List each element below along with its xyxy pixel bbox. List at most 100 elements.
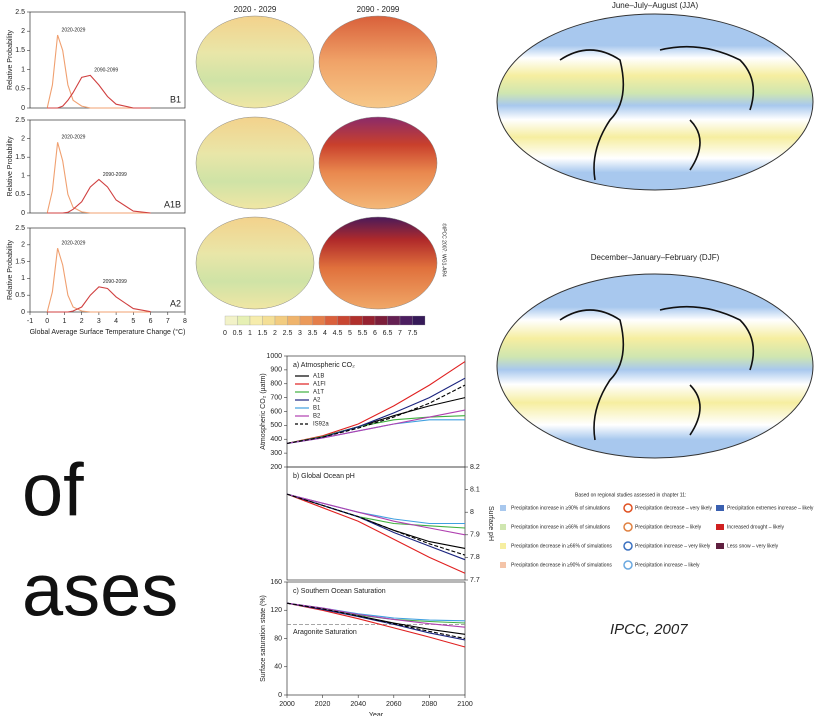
y-tick-label: 80	[274, 635, 282, 642]
y-axis-label: Relative Probability	[7, 30, 14, 90]
map	[496, 273, 814, 459]
y-tick-label: 400	[270, 436, 282, 443]
y-tick-label: 8	[470, 509, 474, 516]
colorbar-cell	[374, 315, 388, 326]
series-line	[286, 602, 466, 641]
colorbar-cell	[324, 315, 338, 326]
colorbar-cell	[312, 315, 326, 326]
colorbar-tick-label: 5	[348, 330, 352, 337]
y-tick-label: 0	[278, 692, 282, 699]
legend-swatch	[500, 562, 506, 568]
legend-swatch	[500, 524, 506, 530]
colorbar-tick-label: 2.5	[283, 330, 293, 337]
colorbar-cell	[387, 315, 401, 326]
column-title: 2090 - 2099	[357, 5, 400, 14]
map	[496, 13, 814, 191]
x-axis-label: Year	[369, 712, 384, 716]
colorbar-cell	[399, 315, 413, 326]
y-axis-label: Atmospheric CO₂ (µatm)	[260, 373, 267, 449]
y-axis-label: Surface pH	[487, 506, 494, 541]
series-label: 2090-2099	[103, 279, 127, 285]
y-tick-label: 1	[21, 66, 25, 73]
legend-icon	[623, 541, 633, 551]
x-tick-label: 2100	[457, 701, 473, 708]
y-tick-label: 900	[270, 367, 282, 374]
slide-text: of ases	[22, 449, 178, 632]
x-tick-label: 8	[183, 318, 187, 325]
panel-title: A1B	[164, 199, 181, 209]
y-tick-label: 0	[21, 105, 25, 112]
y-tick-label: 2.5	[15, 9, 25, 16]
legend-label: A2	[313, 398, 321, 404]
slide-text-line: of	[22, 449, 84, 532]
column-title: 2020 - 2029	[234, 5, 277, 14]
x-tick-label: 2040	[350, 701, 366, 708]
map	[195, 116, 315, 210]
colorbar-cell	[249, 315, 263, 326]
series-line	[286, 493, 466, 574]
y-tick-label: 1	[21, 173, 25, 180]
panel-title: B1	[170, 94, 181, 104]
series-line	[286, 493, 466, 556]
series-line	[286, 384, 466, 444]
colorbar-cell	[262, 315, 276, 326]
map-title: December–January–February (DJF)	[591, 253, 720, 262]
y-tick-label: 700	[270, 394, 282, 401]
series-line	[286, 493, 466, 536]
colorbar-cell	[224, 315, 238, 326]
legend: Precipitation increase in ≥90% of simula…	[500, 503, 814, 570]
panel-title: A2	[170, 298, 181, 308]
colorbar: 0 0.5 1 1.5 2 2.5 3 3.5 4 4.5 5 5.5 6 6.5 7 7.5	[223, 315, 426, 337]
x-tick-label: -1	[27, 318, 33, 325]
y-tick-label: 2.5	[15, 117, 25, 124]
x-tick-label: 6	[149, 318, 153, 325]
x-tick-label: 2	[80, 318, 84, 325]
slide-text-line: ases	[22, 549, 178, 632]
map	[318, 116, 438, 210]
legend-title: Based on regional studies assessed in ch…	[575, 492, 686, 498]
map	[195, 216, 315, 310]
colorbar-cell	[412, 315, 426, 326]
series-line	[286, 602, 466, 640]
y-tick-label: 160	[270, 579, 282, 586]
legend-label: Precipitation decrease in ≥90% of simula…	[511, 562, 612, 568]
y-tick-label: 0.5	[15, 191, 25, 198]
credit: ©IPCC 2007: WG1-AR4	[441, 223, 448, 277]
legend-label: Precipitation extremes increase – likely	[727, 505, 814, 511]
series-line	[286, 415, 466, 444]
legend-label: B1	[313, 406, 321, 412]
y-tick-label: 7.9	[470, 532, 480, 539]
y-tick-label: 1	[21, 275, 25, 282]
y-tick-label: 2	[21, 28, 25, 35]
x-tick-label: 1	[62, 318, 66, 325]
legend-icon	[623, 560, 633, 570]
series-line	[286, 409, 466, 444]
y-tick-label: 0.5	[15, 292, 25, 299]
colorbar-tick-label: 7.5	[408, 330, 418, 337]
series-line	[47, 178, 151, 214]
legend-label: Precipitation increase in ≥90% of simula…	[511, 505, 611, 511]
legend-icon	[623, 522, 633, 532]
panel-title: a) Atmospheric CO₂	[293, 362, 355, 369]
colorbar-tick-label: 2	[273, 330, 277, 337]
colorbar-cell	[299, 315, 313, 326]
series-label: 2020-2029	[62, 240, 86, 246]
y-tick-label: 120	[270, 607, 282, 614]
legend-icon	[623, 503, 633, 513]
series-label: 2020-2029	[62, 135, 86, 141]
series-line	[46, 248, 151, 313]
y-tick-label: 7.7	[470, 577, 480, 584]
legend-label: B2	[313, 414, 321, 420]
temperature-maps: 2020 - 2029 2090 - 2099 ©IPCC 2007: WG1-…	[195, 5, 448, 310]
legend-label: Precipitation increase – likely	[635, 562, 700, 568]
legend-label: Precipitation decrease in ≥66% of simula…	[511, 543, 612, 549]
legend-label: IS92a	[313, 422, 329, 428]
y-tick-label: 1000	[266, 353, 282, 360]
colorbar-tick-label: 3	[298, 330, 302, 337]
series-line	[286, 493, 465, 525]
y-tick-label: 200	[270, 464, 282, 471]
panel-title: c) Southern Ocean Saturation	[293, 588, 386, 595]
x-tick-label: 2080	[422, 701, 438, 708]
series-label: 2020-2029	[62, 27, 86, 33]
